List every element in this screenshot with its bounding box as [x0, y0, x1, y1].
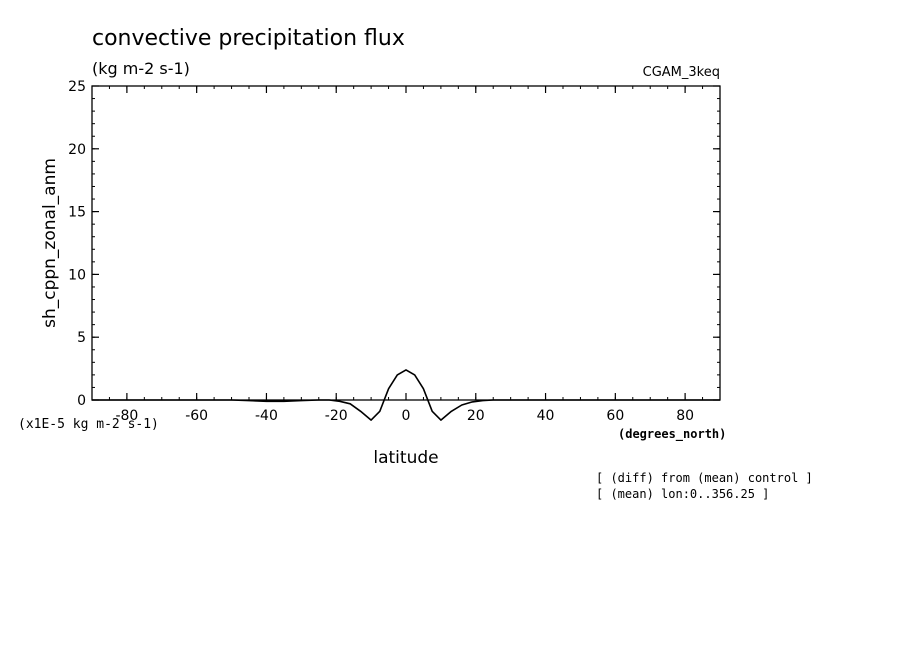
x-axis-label: latitude — [373, 448, 438, 468]
x-tick-label: 80 — [676, 408, 694, 424]
y-tick-label: 10 — [68, 267, 86, 283]
mean-note: [ (mean) lon:0..356.25 ] — [596, 487, 769, 501]
x-tick-label: -80 — [115, 408, 138, 424]
x-tick-label: 60 — [606, 408, 624, 424]
dataset-label: CGAM_3keq — [643, 65, 720, 80]
y-tick-label: 15 — [68, 205, 86, 221]
series-line — [92, 369, 720, 421]
x-tick-label: -60 — [185, 408, 208, 424]
chart-title: convective precipitation flux — [92, 26, 405, 51]
x-tick-label: 40 — [537, 408, 555, 424]
diff-note: [ (diff) from (mean) control ] — [596, 471, 813, 485]
plot-frame — [91, 85, 721, 401]
x-tick-label: 20 — [467, 408, 485, 424]
x-tick-label: -40 — [255, 408, 278, 424]
chart-units: (kg m-2 s-1) — [92, 59, 190, 78]
scale-note: (x1E-5 kg m-2 s-1) — [18, 417, 159, 432]
y-tick-label: 20 — [68, 142, 86, 158]
y-tick-label: 25 — [68, 79, 86, 95]
x-units-label: (degrees_north) — [618, 427, 726, 442]
y-tick-label: 0 — [77, 393, 86, 409]
x-tick-label: -20 — [325, 408, 348, 424]
y-tick-label: 5 — [77, 330, 86, 346]
y-axis-label: sh_cppn_zonal_anm — [40, 158, 60, 328]
plot-area: -80 -60 -40 -20 0 20 40 60 80 0 5 10 15 20 25 — [68, 79, 721, 424]
x-tick-label: 0 — [402, 408, 411, 424]
